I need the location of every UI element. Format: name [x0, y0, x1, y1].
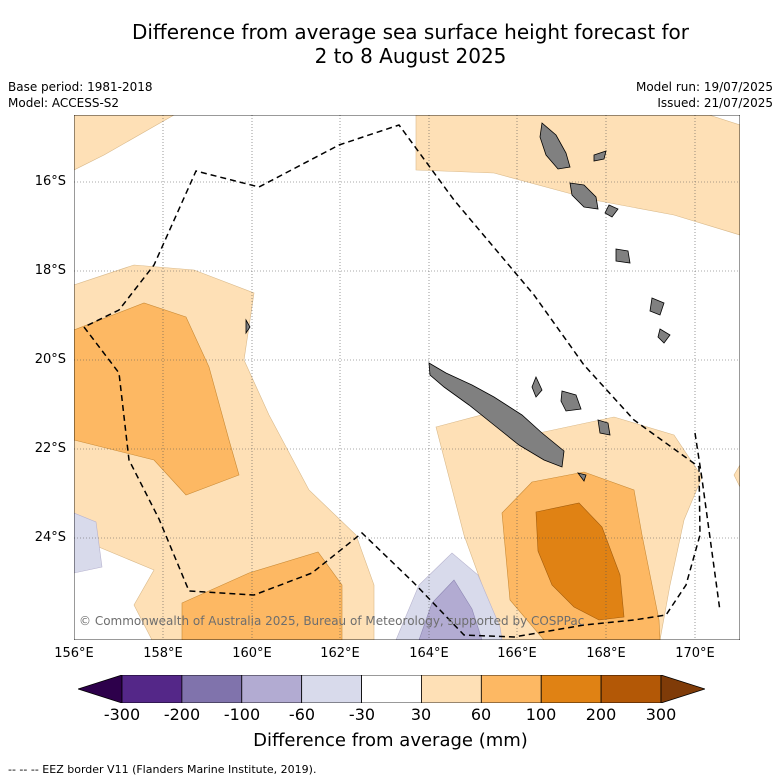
issued-date: Issued: 21/07/2025	[636, 95, 773, 111]
lon-tick-170e: 170°E	[665, 646, 725, 661]
vanuatu-erromango	[616, 249, 630, 263]
colorbar-cell	[481, 675, 541, 703]
cbar-tick-5: 30	[391, 705, 451, 724]
colorbar-cell	[182, 675, 242, 703]
meta-left: Base period: 1981-2018 Model: ACCESS-S2	[8, 79, 153, 111]
model-run: Model run: 19/07/2025	[636, 79, 773, 95]
lon-tick-160e: 160°E	[222, 646, 282, 661]
colorbar-label: Difference from average (mm)	[0, 730, 781, 751]
cbar-tick-9: 300	[631, 705, 691, 724]
title-line-2: 2 to 8 August 2025	[0, 44, 781, 68]
model-name: Model: ACCESS-S2	[8, 95, 153, 111]
cbar-tick-2: -100	[212, 705, 272, 724]
lon-tick-162e: 162°E	[310, 646, 370, 661]
colorbar-cell	[302, 675, 362, 703]
cbar-tick-7: 100	[511, 705, 571, 724]
map-panel	[74, 115, 740, 640]
lon-tick-166e: 166°E	[487, 646, 547, 661]
colorbar-cell	[601, 675, 661, 703]
colorbar-cell	[421, 675, 481, 703]
title-line-1: Difference from average sea surface heig…	[0, 20, 781, 44]
lat-tick-24s: 24°S	[6, 530, 66, 545]
colorbar-cell	[541, 675, 601, 703]
lat-tick-16s: 16°S	[6, 174, 66, 189]
lat-tick-22s: 22°S	[6, 441, 66, 456]
cbar-tick-6: 60	[451, 705, 511, 724]
cbar-tick-3: -60	[272, 705, 332, 724]
meta-right: Model run: 19/07/2025 Issued: 21/07/2025	[636, 79, 773, 111]
colorbar-extend-low	[78, 675, 122, 703]
lon-tick-164e: 164°E	[399, 646, 459, 661]
lon-tick-156e: 156°E	[44, 646, 104, 661]
lon-tick-158e: 158°E	[133, 646, 193, 661]
copyright-notice: © Commonwealth of Australia 2025, Bureau…	[79, 614, 584, 628]
cbar-tick-1: -200	[152, 705, 212, 724]
colorbar-cell	[362, 675, 422, 703]
colorbar-extend-high	[661, 675, 705, 703]
colorbar-cell	[242, 675, 302, 703]
colorbar-cell	[122, 675, 182, 703]
cbar-tick-4: -30	[332, 705, 392, 724]
lon-tick-168e: 168°E	[576, 646, 636, 661]
base-period: Base period: 1981-2018	[8, 79, 153, 95]
cbar-tick-0: -300	[92, 705, 152, 724]
eez-legend-footer: -- -- -- EEZ border V11 (Flanders Marine…	[8, 763, 316, 776]
colorbar-cells	[122, 675, 661, 703]
cbar-tick-8: 200	[571, 705, 631, 724]
lat-tick-20s: 20°S	[6, 352, 66, 367]
page-title: Difference from average sea surface heig…	[0, 20, 781, 68]
colorbar	[78, 675, 705, 703]
lat-tick-18s: 18°S	[6, 263, 66, 278]
